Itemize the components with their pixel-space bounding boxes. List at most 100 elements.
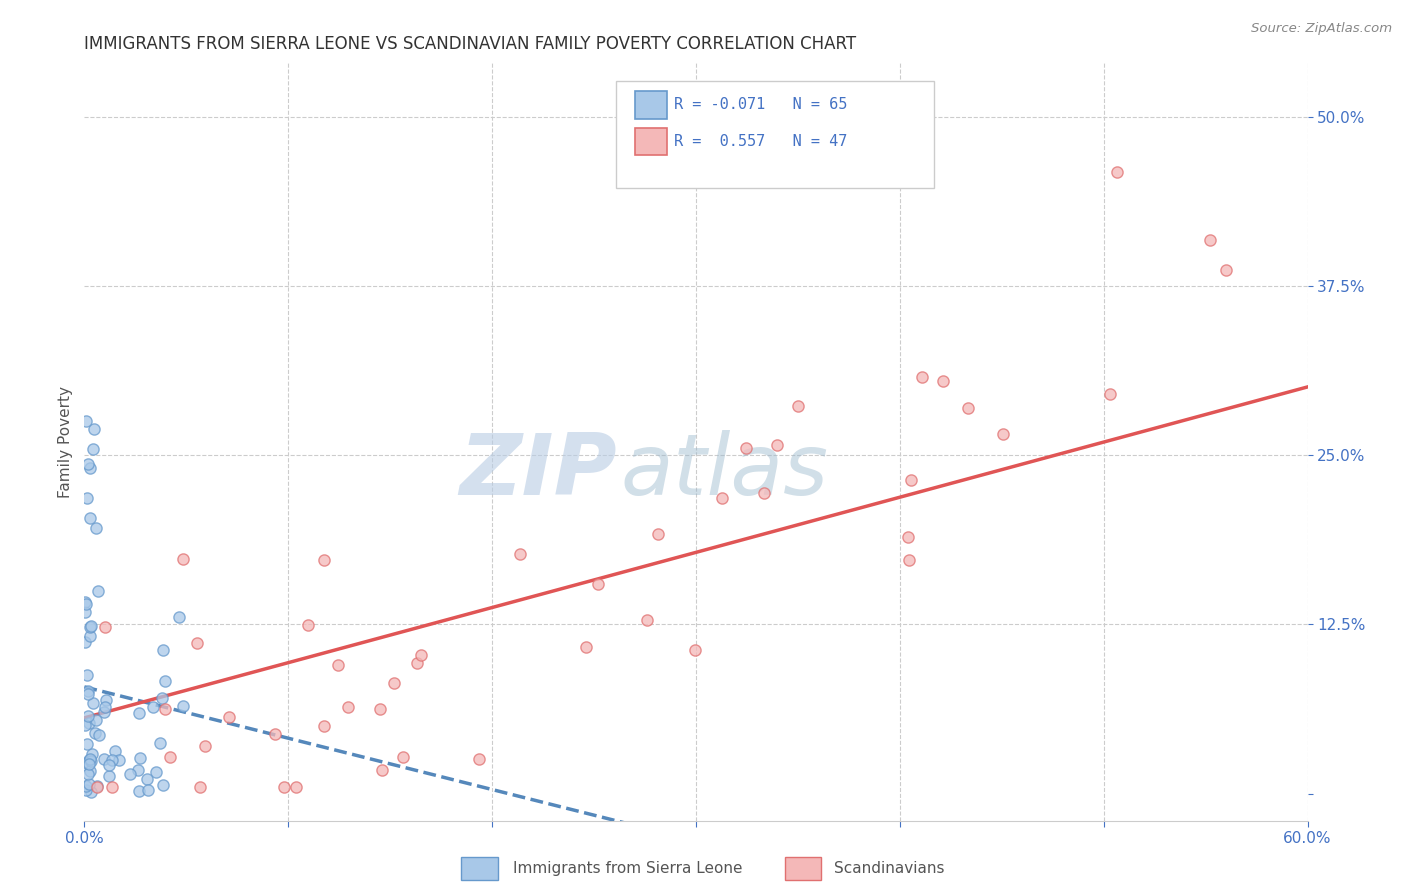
Point — [86, 584, 108, 599]
Point — [314, 553, 336, 567]
Point — [1098, 386, 1121, 401]
Point — [172, 551, 194, 566]
FancyBboxPatch shape — [616, 81, 935, 187]
Point — [142, 700, 165, 714]
Text: Immigrants from Sierra Leone: Immigrants from Sierra Leone — [513, 862, 742, 876]
Point — [172, 699, 194, 714]
Y-axis label: Family Poverty: Family Poverty — [58, 385, 73, 498]
Text: R = -0.071   N = 65: R = -0.071 N = 65 — [673, 97, 848, 112]
Point — [93, 751, 115, 765]
Point — [186, 636, 208, 650]
Point — [371, 764, 394, 778]
Point — [900, 473, 922, 487]
Point — [392, 750, 415, 764]
Point — [93, 705, 115, 719]
Point — [75, 782, 97, 797]
Point — [128, 784, 150, 798]
Point — [957, 401, 980, 416]
Point — [312, 719, 335, 733]
Point — [190, 780, 212, 794]
Point — [468, 752, 491, 766]
Point — [86, 780, 108, 794]
Point — [77, 687, 100, 701]
Point — [1199, 233, 1222, 247]
Point — [79, 785, 101, 799]
Point — [82, 442, 104, 457]
Point — [79, 511, 101, 525]
Point — [82, 696, 104, 710]
Point — [77, 716, 100, 731]
Point — [79, 629, 101, 643]
Point — [409, 648, 432, 662]
Text: Scandinavians: Scandinavians — [834, 862, 945, 876]
Point — [77, 684, 100, 698]
Point — [98, 757, 121, 772]
Text: atlas: atlas — [620, 430, 828, 514]
Point — [79, 460, 101, 475]
Point — [86, 779, 108, 793]
Point — [509, 547, 531, 561]
Point — [575, 640, 598, 654]
Point — [75, 595, 97, 609]
Point — [77, 777, 100, 791]
Point — [75, 605, 97, 619]
Point — [1107, 165, 1129, 179]
Point — [159, 749, 181, 764]
Point — [149, 736, 172, 750]
Point — [150, 691, 173, 706]
Point — [145, 765, 167, 780]
Point — [735, 441, 758, 455]
FancyBboxPatch shape — [636, 128, 666, 155]
Point — [77, 766, 100, 780]
Point — [897, 553, 920, 567]
Point — [79, 757, 101, 772]
Point — [79, 752, 101, 766]
Text: IMMIGRANTS FROM SIERRA LEONE VS SCANDINAVIAN FAMILY POVERTY CORRELATION CHART: IMMIGRANTS FROM SIERRA LEONE VS SCANDINA… — [84, 35, 856, 53]
Point — [382, 676, 405, 690]
Point — [76, 756, 98, 771]
Point — [128, 706, 150, 720]
Point — [754, 485, 776, 500]
Point — [297, 618, 319, 632]
Point — [336, 699, 359, 714]
Text: ZIP: ZIP — [458, 430, 616, 514]
Text: Source: ZipAtlas.com: Source: ZipAtlas.com — [1251, 22, 1392, 36]
Point — [127, 763, 149, 777]
Point — [932, 374, 955, 388]
Point — [83, 725, 105, 739]
Point — [75, 597, 97, 611]
Point — [101, 753, 124, 767]
Point — [79, 620, 101, 634]
Point — [76, 668, 98, 682]
Point — [76, 413, 98, 427]
Point — [153, 702, 176, 716]
Point — [77, 753, 100, 767]
Point — [152, 643, 174, 657]
Point — [405, 656, 427, 670]
Point — [647, 527, 669, 541]
Point — [328, 658, 350, 673]
Point — [79, 764, 101, 778]
Point — [84, 713, 107, 727]
Point — [636, 613, 658, 627]
Point — [993, 427, 1015, 442]
Point — [218, 710, 240, 724]
Point — [136, 783, 159, 797]
Point — [284, 780, 307, 794]
Point — [586, 577, 609, 591]
Point — [896, 531, 918, 545]
Point — [75, 718, 97, 732]
Point — [194, 739, 217, 753]
Point — [128, 750, 150, 764]
Point — [368, 702, 391, 716]
FancyBboxPatch shape — [636, 91, 666, 119]
Point — [273, 780, 295, 794]
Point — [108, 753, 131, 767]
Point — [152, 778, 174, 792]
Point — [787, 399, 810, 413]
Point — [167, 610, 190, 624]
Point — [80, 619, 103, 633]
Point — [136, 772, 159, 786]
Point — [75, 635, 97, 649]
Point — [153, 673, 176, 688]
